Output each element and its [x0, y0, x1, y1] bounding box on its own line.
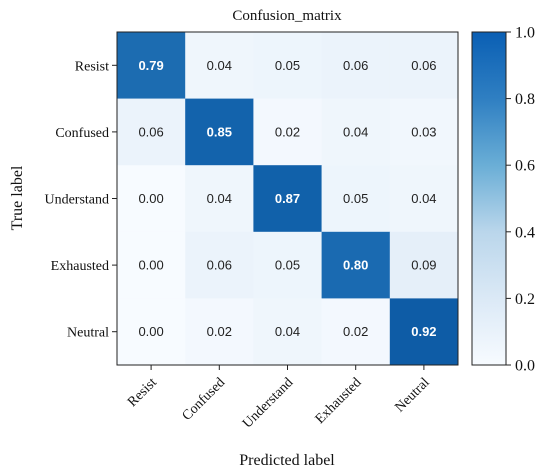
cell-value-label: 0.09: [411, 258, 436, 273]
cell-value-label: 0.04: [207, 191, 232, 206]
heatmap-cell: [389, 165, 459, 233]
y-axis-label: True label: [9, 165, 26, 230]
cell-value-label: 0.06: [411, 58, 436, 73]
heatmap-cell: [185, 298, 254, 366]
x-tick-label: Understand: [240, 375, 296, 431]
cell-value-label: 0.00: [138, 191, 163, 206]
heatmap-cell: [253, 298, 322, 366]
heatmap-cell: [389, 32, 459, 99]
heatmap-cell: [321, 32, 391, 99]
cell-value-label: 0.04: [343, 124, 368, 139]
cell-value-label: 0.00: [138, 258, 163, 273]
heatmap-cell: [253, 165, 322, 233]
cell-value-label: 0.06: [343, 58, 368, 73]
cell-value-label: 0.04: [411, 191, 436, 206]
cell-value-label: 0.03: [411, 124, 436, 139]
cell-value-label: 0.02: [207, 324, 232, 339]
cell-value-label: 0.80: [343, 258, 368, 273]
y-tick-labels: Resist Confused Understand Exhausted Neutral: [44, 59, 117, 341]
x-tick-label: Confused: [180, 375, 229, 424]
x-tick-label: Neutral: [392, 375, 432, 415]
cell-value-label: 0.04: [275, 324, 300, 339]
heatmap-cell: [117, 98, 186, 166]
colorbar-tick-label: 0.4: [515, 224, 535, 241]
chart-title: Confusion_matrix: [232, 8, 342, 24]
heatmap-cell: [117, 231, 186, 299]
cell-value-label: 0.92: [411, 324, 436, 339]
x-tick-label: Exhausted: [313, 375, 365, 427]
cell-value-label: 0.05: [343, 191, 368, 206]
cell-value-label: 0.87: [275, 191, 300, 206]
x-tick-label: Resist: [125, 375, 160, 410]
heatmap-cell: [117, 165, 186, 233]
heatmap-cell: [117, 298, 186, 366]
cell-value-label: 0.05: [275, 58, 300, 73]
heatmap-cell: [321, 231, 391, 299]
x-tick-labels: Resist Confused Understand Exhausted Neutral: [125, 365, 433, 431]
colorbar-tick-label: 1.0: [515, 25, 535, 42]
heatmap-cell: [389, 98, 459, 166]
cell-value-label: 0.85: [207, 124, 232, 139]
heatmap-cells: 0.79 0.04 0.05 0.06 0.06 0.06 0.85 0.02 0.04 0.03…: [117, 32, 459, 366]
colorbar-tick-label: 0.0: [515, 358, 535, 375]
heatmap-cell: [389, 298, 459, 366]
cell-value-label: 0.06: [207, 258, 232, 273]
heatmap-cell: [321, 98, 391, 166]
heatmap-cell: [253, 231, 322, 299]
y-tick-label: Exhausted: [51, 259, 109, 274]
y-tick-label: Neutral: [67, 326, 109, 341]
cell-value-label: 0.02: [343, 324, 368, 339]
colorbar-tick-label: 0.2: [515, 291, 535, 308]
heatmap-cell: [253, 32, 322, 99]
cell-value-label: 0.02: [275, 124, 300, 139]
cell-value-label: 0.05: [275, 258, 300, 273]
colorbar-tick-label: 0.6: [515, 158, 535, 175]
heatmap-cell: [321, 165, 391, 233]
cell-value-label: 0.79: [138, 58, 163, 73]
colorbar: [471, 31, 507, 366]
heatmap-cell: [185, 231, 254, 299]
heatmap-cell: [389, 231, 459, 299]
heatmap-cell: [321, 298, 391, 366]
y-tick-label: Confused: [55, 126, 109, 141]
cell-value-label: 0.04: [207, 58, 232, 73]
heatmap-cell: [185, 98, 254, 166]
y-tick-label: Understand: [44, 193, 109, 208]
cell-value-label: 0.06: [138, 124, 163, 139]
x-axis-label: Predicted label: [239, 452, 335, 469]
heatmap-cell: [117, 32, 186, 99]
heatmap-cell: [185, 165, 254, 233]
heatmap-cell: [185, 32, 254, 99]
y-tick-label: Resist: [75, 59, 109, 74]
plot-frame: [116, 31, 459, 366]
cell-value-label: 0.00: [138, 324, 163, 339]
heatmap-cell: [253, 98, 322, 166]
colorbar-ticks: 0.0 0.2 0.4 0.6 0.8 1.0: [506, 25, 535, 375]
colorbar-tick-label: 0.8: [515, 91, 535, 108]
